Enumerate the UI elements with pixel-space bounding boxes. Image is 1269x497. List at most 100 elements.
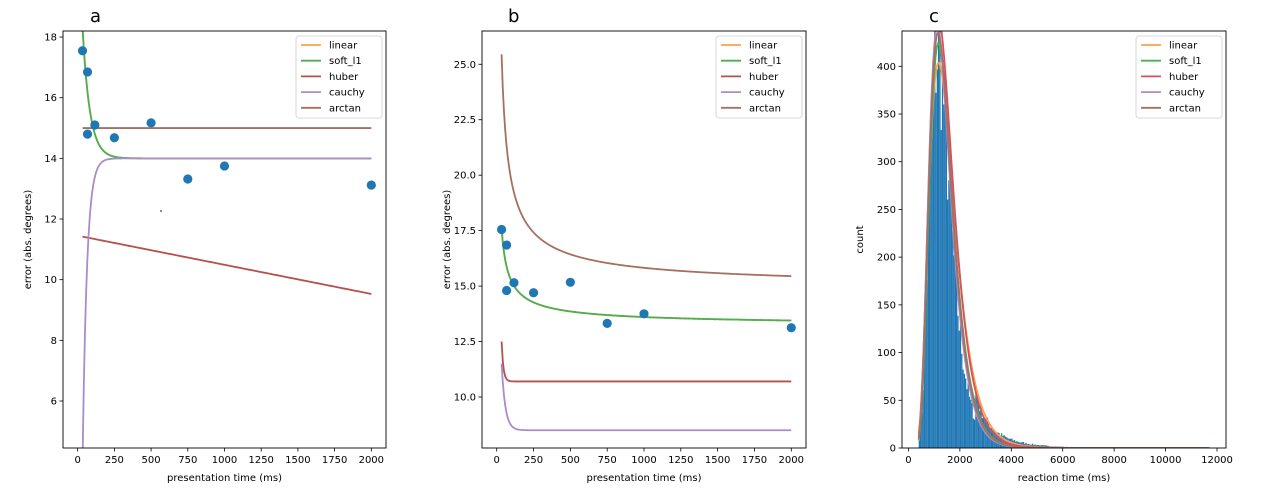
data-point xyxy=(366,180,376,190)
scatter-points xyxy=(496,224,796,333)
histogram-bar xyxy=(956,271,958,448)
y-tick-label: 15.0 xyxy=(454,282,476,293)
histogram-bar xyxy=(925,309,927,448)
legend-label-cauchy: cauchy xyxy=(749,88,785,99)
y-tick-label: 250 xyxy=(877,205,896,216)
histogram-bar xyxy=(926,279,928,448)
legend-label-huber: huber xyxy=(1169,72,1199,83)
histogram-bar xyxy=(962,369,964,448)
series-line-arctan xyxy=(500,54,792,278)
histogram-bar xyxy=(998,432,1000,448)
histogram-bar xyxy=(920,424,922,448)
panel-c: c 0 2000 4000 6000 8000 10000 12000 0 50 100 150 200… xyxy=(855,6,1233,484)
legend-box xyxy=(1135,35,1223,119)
y-tick-label: 10.0 xyxy=(454,392,476,403)
x-tick-label: 750 xyxy=(598,455,617,466)
x-tick-label: 1000 xyxy=(212,455,237,466)
histogram-bar xyxy=(923,342,926,448)
histogram-bar xyxy=(952,231,954,448)
histogram-bar xyxy=(948,180,950,448)
histogram-bar xyxy=(961,353,963,448)
x-tick-label: 250 xyxy=(105,455,124,466)
histogram-bar xyxy=(976,398,978,448)
histogram-bar xyxy=(953,255,955,448)
histogram-bar xyxy=(929,159,931,448)
x-tick-label: 1750 xyxy=(322,455,347,466)
x-tick-label: 1250 xyxy=(668,455,693,466)
histogram-bar xyxy=(930,141,932,448)
x-tick-label: 1000 xyxy=(631,455,656,466)
histogram xyxy=(918,31,1084,448)
histogram-bar xyxy=(997,432,999,448)
y-tick-label: 20.0 xyxy=(454,171,476,182)
data-point xyxy=(496,224,507,235)
data-point xyxy=(501,285,512,296)
x-tick-label: 750 xyxy=(178,455,197,466)
histogram-bar xyxy=(963,373,965,448)
x-tick-label: 1250 xyxy=(248,455,273,466)
histogram-bar xyxy=(945,105,947,448)
x-tick-label: 1500 xyxy=(705,455,730,466)
y-tick-label: 18 xyxy=(44,33,57,44)
axes-frame xyxy=(901,30,1227,449)
histogram-bar xyxy=(950,207,953,448)
data-point xyxy=(509,278,519,288)
y-axis-label: count xyxy=(855,225,866,253)
histogram-bar xyxy=(932,69,935,448)
data-point xyxy=(109,133,119,143)
y-tick-label: 150 xyxy=(877,300,896,311)
x-tick-label: 0 xyxy=(905,455,911,466)
data-point xyxy=(602,318,612,328)
y-tick-label: 25.0 xyxy=(454,60,476,71)
panel-letter: a xyxy=(90,6,101,27)
y-tick-label: 350 xyxy=(877,110,896,121)
histogram-bar xyxy=(1002,436,1004,448)
data-point xyxy=(565,277,575,287)
legend-label-arctan: arctan xyxy=(329,103,361,114)
histogram-bar xyxy=(935,92,937,448)
legend-label-huber: huber xyxy=(329,72,359,83)
histogram-bar xyxy=(934,31,936,448)
x-tick-label: 4000 xyxy=(999,455,1024,466)
x-tick-label: 0 xyxy=(494,455,500,466)
histogram-bar xyxy=(941,59,944,448)
x-tick-label: 500 xyxy=(561,455,580,466)
y-tick-label: 12 xyxy=(44,215,57,226)
panel-a: a 0 250 500 750 1000 1250 1500 1750 2000 6 8 10 12 14 1… xyxy=(23,6,387,484)
y-tick-label: 22.5 xyxy=(454,115,476,126)
x-tick-label: 12000 xyxy=(1201,455,1233,466)
histogram-bar xyxy=(971,403,973,448)
legend-label-linear: linear xyxy=(1169,41,1198,52)
y-tick-label: 200 xyxy=(877,253,896,264)
y-tick-label: 100 xyxy=(877,348,896,359)
histogram-bar xyxy=(931,91,933,448)
histogram-bar xyxy=(944,69,946,448)
x-tick-label: 8000 xyxy=(1101,455,1126,466)
histogram-bar xyxy=(979,410,981,448)
y-axis-label: error (abs. degrees) xyxy=(23,190,34,290)
histogram-bar xyxy=(977,403,980,448)
data-point xyxy=(639,309,649,319)
legend-label-huber: huber xyxy=(749,72,779,83)
data-point xyxy=(77,46,88,56)
series-line-huber xyxy=(82,235,372,295)
y-tick-label: 6 xyxy=(51,396,57,407)
histogram-bar xyxy=(966,389,968,448)
x-tick-label: 2000 xyxy=(359,455,384,466)
histogram-bar xyxy=(936,69,938,448)
data-point xyxy=(90,120,100,130)
histogram-bar xyxy=(981,418,983,448)
legend-label-soft_l1: soft_l1 xyxy=(329,56,362,67)
x-tick-label: 2000 xyxy=(947,455,972,466)
legend-label-cauchy: cauchy xyxy=(329,88,365,99)
histogram-bar xyxy=(983,416,985,448)
x-tick-label: 1750 xyxy=(742,455,767,466)
series-line-cauchy xyxy=(81,157,372,448)
histogram-bar xyxy=(974,419,976,448)
x-axis-label: presentation time (ms) xyxy=(587,473,702,484)
y-tick-label: 50 xyxy=(883,396,896,407)
